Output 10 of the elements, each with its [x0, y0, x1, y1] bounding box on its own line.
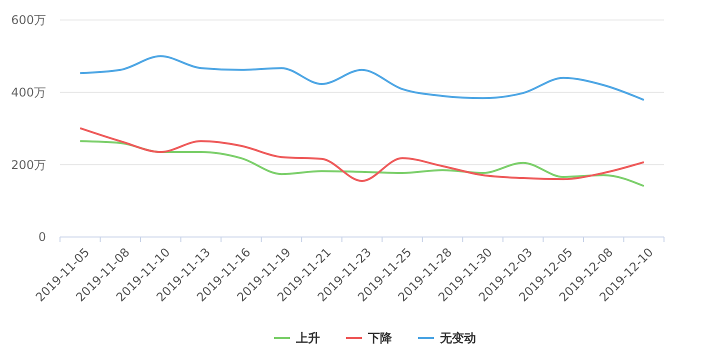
- line-series: [79, 127, 645, 182]
- legend-label: 无变动: [439, 331, 476, 346]
- y-tick-label: 400万: [11, 86, 46, 100]
- line-series: [79, 55, 645, 101]
- y-tick-label: 0: [38, 230, 46, 244]
- y-tick-label: 200万: [11, 158, 46, 172]
- legend-label: 上升: [295, 331, 320, 346]
- y-tick-label: 600万: [11, 13, 46, 28]
- line-series: [79, 140, 645, 188]
- legend-label: 下降: [367, 331, 393, 346]
